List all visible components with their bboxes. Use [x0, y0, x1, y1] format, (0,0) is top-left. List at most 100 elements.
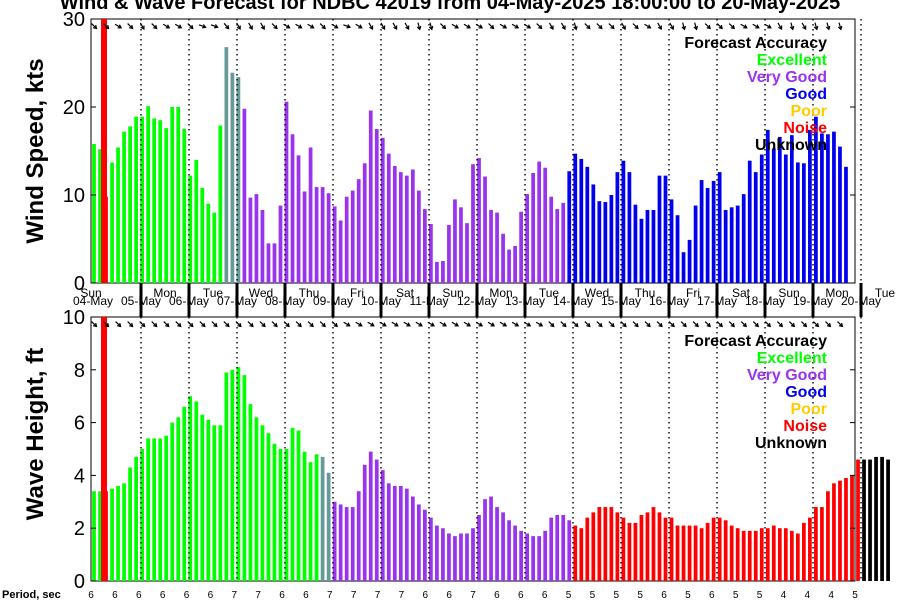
arrow-shaft: [596, 23, 603, 29]
date-label: 08-May: [265, 294, 305, 308]
arrow-head: [141, 322, 146, 328]
arrow-head: [573, 25, 578, 31]
data-bar: [765, 129, 770, 283]
arrow-head: [393, 25, 398, 31]
direction-arrow: [716, 23, 723, 30]
date-label: 16-May: [649, 294, 689, 308]
arrow-head: [706, 322, 711, 328]
arrow-shaft: [499, 321, 507, 327]
data-bar: [206, 419, 211, 581]
arrow-head: [621, 25, 626, 31]
period-value: 6: [88, 590, 94, 600]
arrow-shaft: [596, 321, 603, 327]
period-value: 6: [542, 590, 548, 600]
arrow-head: [201, 322, 206, 328]
data-bar: [158, 120, 163, 283]
data-bar: [808, 517, 812, 581]
direction-arrow: [560, 321, 567, 328]
data-bar: [519, 530, 523, 581]
legend-item: Poor: [791, 401, 827, 418]
period-value: 4: [828, 590, 834, 600]
data-bar: [459, 533, 463, 581]
data-bar: [423, 509, 427, 581]
day-label: Tue: [875, 286, 896, 300]
period-value: 5: [757, 590, 763, 600]
arrow-shaft: [814, 22, 818, 30]
data-bar: [116, 485, 120, 581]
arrow-shaft: [475, 321, 483, 327]
direction-arrow: [680, 321, 687, 328]
arrow-shaft: [427, 321, 435, 327]
data-bar: [735, 528, 740, 581]
period-value: 7: [327, 590, 333, 600]
data-bar: [146, 106, 151, 284]
arrow-shaft: [716, 23, 723, 29]
direction-arrow: [837, 321, 844, 328]
data-bar: [308, 147, 313, 283]
arrow-head: [213, 322, 218, 328]
arrow-head: [430, 322, 435, 327]
direction-arrow: [139, 22, 145, 31]
data-bar: [116, 147, 120, 283]
day-label: Mon: [489, 286, 512, 300]
data-bar: [693, 525, 698, 581]
data-bar: [152, 118, 157, 283]
data-bar: [717, 172, 722, 283]
data-bar: [465, 223, 469, 283]
direction-arrow: [463, 321, 472, 327]
direction-arrow: [391, 321, 399, 327]
arrow-shaft: [174, 23, 182, 29]
data-bar: [513, 525, 517, 581]
arrow-shaft: [669, 22, 674, 30]
data-bar: [609, 507, 614, 581]
data-bar: [609, 195, 614, 283]
data-bar: [272, 243, 277, 283]
direction-arrow: [693, 22, 699, 31]
data-bar: [543, 530, 548, 581]
data-bar: [224, 47, 229, 283]
data-bar: [212, 212, 217, 283]
data-bar: [200, 414, 205, 581]
arrow-head: [249, 322, 254, 328]
arrow-shaft: [103, 321, 109, 327]
direction-arrow: [657, 22, 662, 31]
direction-arrow: [668, 321, 675, 328]
direction-arrow: [331, 23, 339, 29]
data-bar: [284, 449, 289, 581]
arrow-head: [321, 322, 326, 328]
data-bar: [519, 211, 523, 283]
direction-arrow: [163, 321, 170, 328]
direction-arrow: [307, 321, 314, 328]
data-bar: [795, 162, 800, 283]
data-bar: [573, 525, 578, 581]
arrow-shaft: [487, 321, 495, 327]
data-bar: [380, 137, 385, 283]
day-label: Tue: [203, 286, 224, 300]
period-value: 6: [422, 590, 428, 600]
arrow-head: [646, 322, 651, 328]
period-value: 6: [136, 590, 142, 600]
direction-arrow: [211, 321, 218, 328]
arrow-head: [382, 322, 387, 327]
data-bar: [278, 449, 283, 581]
arrow-head: [260, 25, 265, 31]
arrow-head: [406, 322, 411, 327]
arrow-shaft: [801, 22, 807, 30]
arrow-head: [681, 25, 687, 31]
arrow-shaft: [415, 321, 423, 327]
direction-arrow: [223, 22, 230, 30]
arrow-shaft: [704, 321, 711, 327]
data-bar: [549, 196, 554, 283]
direction-arrow: [404, 22, 410, 31]
arrow-shaft: [127, 23, 134, 29]
arrow-head: [562, 322, 567, 328]
data-bar: [146, 438, 151, 581]
direction-arrow: [596, 321, 603, 328]
arrow-shaft: [283, 23, 290, 29]
arrow-shaft: [668, 321, 675, 327]
arrow-head: [298, 24, 303, 29]
data-bar: [705, 187, 710, 283]
data-bar: [561, 202, 566, 283]
data-bar: [639, 515, 644, 581]
